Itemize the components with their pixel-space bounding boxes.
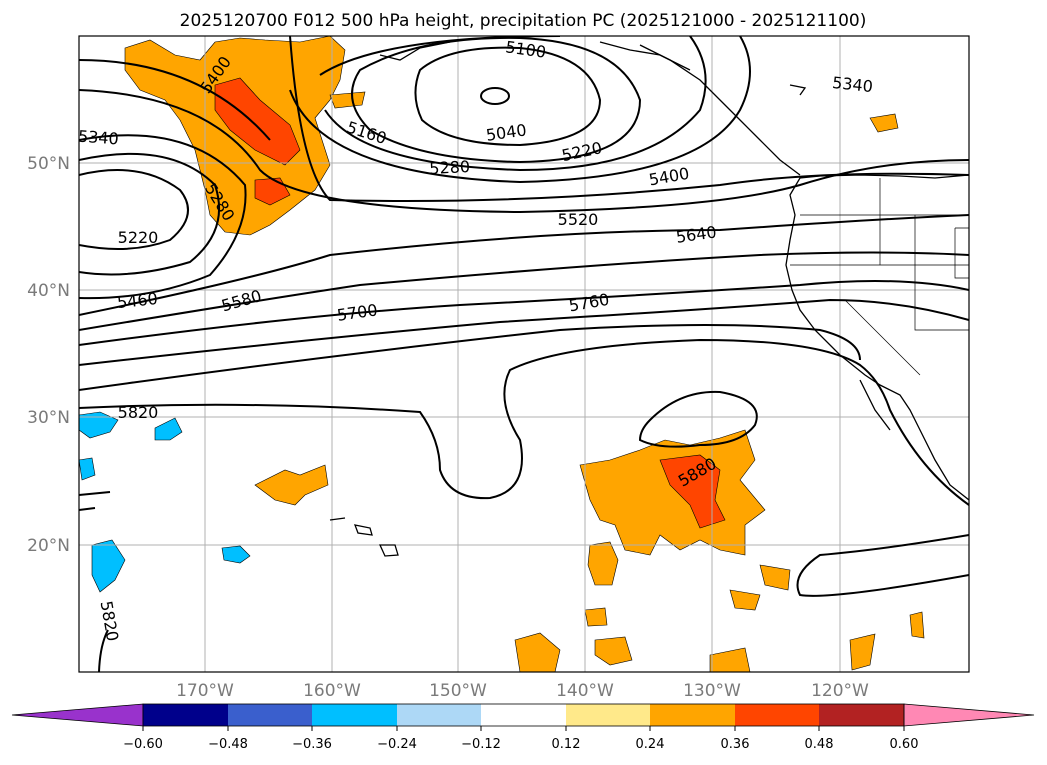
colorbar-tick-label: 0.12 (552, 737, 581, 752)
colorbar-bin (566, 704, 650, 726)
contour-label: 5220 (118, 228, 159, 247)
lat-label: 30°N (27, 408, 70, 428)
colorbar-tick-label: 0.48 (805, 737, 834, 752)
colorbar-extend-min (11, 703, 144, 727)
map-panel: 5100 5340 5400 5160 5040 5220 5280 5400 … (77, 36, 969, 672)
colorbar-tick-label: 0.60 (890, 737, 919, 752)
contour-label: 5340 (77, 127, 119, 149)
colorbar-bin (143, 704, 228, 726)
map-title: 2025120700 F012 500 hPa height, precipit… (180, 11, 867, 31)
colorbar-tick-label: −0.48 (208, 737, 248, 752)
precip-positive-areas (124, 36, 925, 672)
graticule (79, 36, 969, 672)
colorbar-bin (397, 704, 481, 726)
lon-label: 120°W (811, 681, 869, 701)
colorbar-tick-label: 0.36 (721, 737, 750, 752)
colorbar-tick-label: −0.36 (292, 737, 332, 752)
colorbar-bin (650, 704, 735, 726)
lat-label: 20°N (27, 536, 70, 556)
contour-label: 5820 (118, 403, 159, 422)
colorbar-bin (228, 704, 312, 726)
lat-label: 50°N (27, 154, 70, 174)
contour-label: 5280 (429, 157, 471, 178)
height-contours (79, 36, 969, 672)
colorbar-bin (312, 704, 397, 726)
contour-labels: 5100 5340 5400 5160 5040 5220 5280 5400 … (77, 37, 874, 642)
lon-label: 150°W (429, 681, 487, 701)
colorbar-frame (142, 703, 905, 727)
contour-label: 5340 (831, 73, 873, 96)
colorbar-tick-label: −0.24 (377, 737, 417, 752)
lon-label: 130°W (683, 681, 741, 701)
longitude-labels: 170°W 160°W 150°W 140°W 130°W 120°W (176, 681, 869, 701)
contour-label: 5520 (558, 210, 599, 229)
lat-label: 40°N (27, 281, 70, 301)
lon-label: 160°W (303, 681, 361, 701)
colorbar-bin (819, 704, 904, 726)
contour-label: 5460 (116, 289, 158, 312)
colorbar: −0.60 −0.48 −0.36 −0.24 −0.12 0.12 0.24 … (11, 703, 1035, 752)
lon-label: 140°W (556, 681, 614, 701)
colorbar-bin (481, 704, 566, 726)
colorbar-tick-label: 0.24 (636, 737, 665, 752)
map-frame (78, 35, 970, 673)
precip-negative-areas (79, 411, 251, 593)
colorbar-bin (735, 704, 819, 726)
colorbar-tick-label: −0.60 (123, 737, 163, 752)
lon-label: 170°W (176, 681, 234, 701)
colorbar-extend-max (903, 703, 1035, 727)
colorbar-tick-label: −0.12 (461, 737, 501, 752)
latitude-labels: 50°N 40°N 30°N 20°N (27, 154, 70, 556)
state-borders (790, 178, 969, 376)
